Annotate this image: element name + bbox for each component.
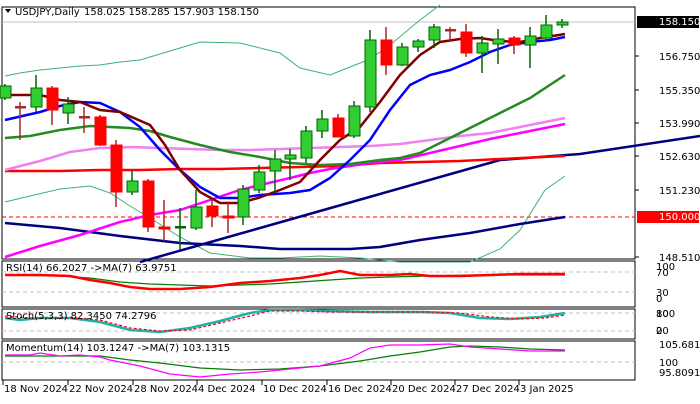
indicator-guides — [2, 271, 635, 363]
candle — [284, 149, 297, 180]
svg-text:100: 100 — [656, 309, 675, 320]
svg-text:80: 80 — [656, 309, 669, 320]
svg-text:0: 0 — [656, 326, 662, 337]
candle — [175, 208, 186, 250]
svg-text:0: 0 — [656, 294, 662, 305]
stoch-label: Stoch(5,3,3) 82.3450 74.2796 — [6, 311, 157, 322]
candle — [46, 86, 59, 125]
current-price-tag — [637, 16, 699, 28]
candle — [222, 203, 235, 233]
time-axis-label: 22 Nov 2024 — [69, 384, 133, 395]
candle — [396, 43, 409, 66]
svg-text:20: 20 — [656, 326, 669, 337]
candle — [62, 97, 75, 124]
magenta-ma-line — [4, 122, 566, 259]
candle — [460, 24, 473, 57]
time-axis-label: 27 Dec 2024 — [456, 384, 520, 395]
price-axis: 156.750 155.350 153.990 152.630 151.230 148.5… — [635, 52, 700, 264]
candle — [158, 200, 171, 241]
candle — [0, 84, 12, 100]
candle — [190, 190, 203, 230]
bollinger-lower-line — [4, 175, 566, 263]
time-axis-label: 3 Jan 2025 — [520, 384, 574, 395]
candlesticks — [0, 15, 569, 250]
candle — [364, 30, 377, 112]
momentum-axis: 105.6813 100 95.8091 — [659, 340, 700, 379]
candle — [348, 101, 361, 138]
candle — [492, 29, 505, 64]
price-axis-label: 156.750 — [659, 52, 700, 63]
svg-text:70: 70 — [656, 268, 669, 279]
candle — [253, 165, 266, 193]
price-axis-label: 153.990 — [659, 119, 700, 130]
time-axis-label: 16 Dec 2024 — [328, 384, 392, 395]
momentum-panel-frame — [1, 340, 636, 381]
indicator-lines — [4, 269, 566, 378]
price-axis-label: 152.630 — [659, 152, 700, 163]
candle — [508, 36, 521, 54]
stoch-axis: 100 80 20 0 — [656, 309, 675, 337]
time-axis-label: 4 Dec 2024 — [198, 384, 256, 395]
blue-ema-line — [4, 35, 566, 200]
candle — [412, 39, 425, 52]
candle — [79, 107, 90, 133]
svg-text:95.8091: 95.8091 — [659, 368, 700, 379]
rsi-label: RSI(14) 66.2027 ->MA(7) 63.9751 — [6, 263, 177, 274]
momentum-label: Momentum(14) 103.1247 ->MA(7) 103.1315 — [6, 343, 230, 354]
level-price-value: 150.000 — [659, 212, 700, 223]
candle — [142, 179, 155, 232]
candle — [126, 170, 139, 195]
candle — [269, 150, 282, 193]
time-axis-label: 20 Dec 2024 — [392, 384, 456, 395]
current-price-value: 158.150 — [659, 17, 700, 28]
candle — [206, 199, 219, 227]
candle — [30, 75, 43, 112]
level-price-tag — [637, 211, 699, 223]
time-axis-label: 10 Dec 2024 — [263, 384, 327, 395]
candle — [15, 102, 26, 140]
time-axis: 18 Nov 2024 22 Nov 2024 28 Nov 2024 4 Dec 2… — [2, 379, 635, 395]
candle — [428, 24, 441, 48]
svg-text:100: 100 — [656, 262, 675, 273]
candle — [476, 36, 489, 73]
candle — [556, 19, 569, 28]
candle — [300, 126, 313, 163]
time-axis-label: 28 Nov 2024 — [134, 384, 198, 395]
price-axis-label: 148.510 — [659, 253, 700, 264]
candle — [316, 110, 329, 138]
price-axis-label: 151.230 — [659, 186, 700, 197]
momentum-line — [5, 343, 565, 378]
candle — [94, 115, 107, 146]
violet-ma-line — [4, 116, 566, 172]
candle — [445, 27, 456, 42]
candle — [110, 140, 123, 207]
candle — [524, 27, 537, 68]
candle — [237, 185, 250, 225]
candle — [540, 15, 553, 41]
rsi-axis: 100 70 30 0 — [656, 262, 675, 305]
navy-ma-line — [4, 215, 566, 251]
stoch-d-line — [4, 310, 566, 332]
triangle-down-icon[interactable] — [5, 9, 11, 13]
svg-text:105.6813: 105.6813 — [659, 340, 700, 351]
ohlc-values: 158.025 158.285 157.903 158.150 — [84, 7, 259, 18]
svg-text:30: 30 — [656, 288, 669, 299]
candle — [380, 27, 393, 75]
rsi-panel-frame — [1, 260, 636, 308]
svg-text:100: 100 — [659, 358, 678, 369]
rsi-line — [5, 269, 565, 291]
price-axis-label: 155.350 — [659, 86, 700, 97]
time-axis-label: 18 Nov 2024 — [4, 384, 68, 395]
candle — [332, 114, 345, 138]
symbol-title: USDJPY,Daily — [15, 7, 80, 18]
